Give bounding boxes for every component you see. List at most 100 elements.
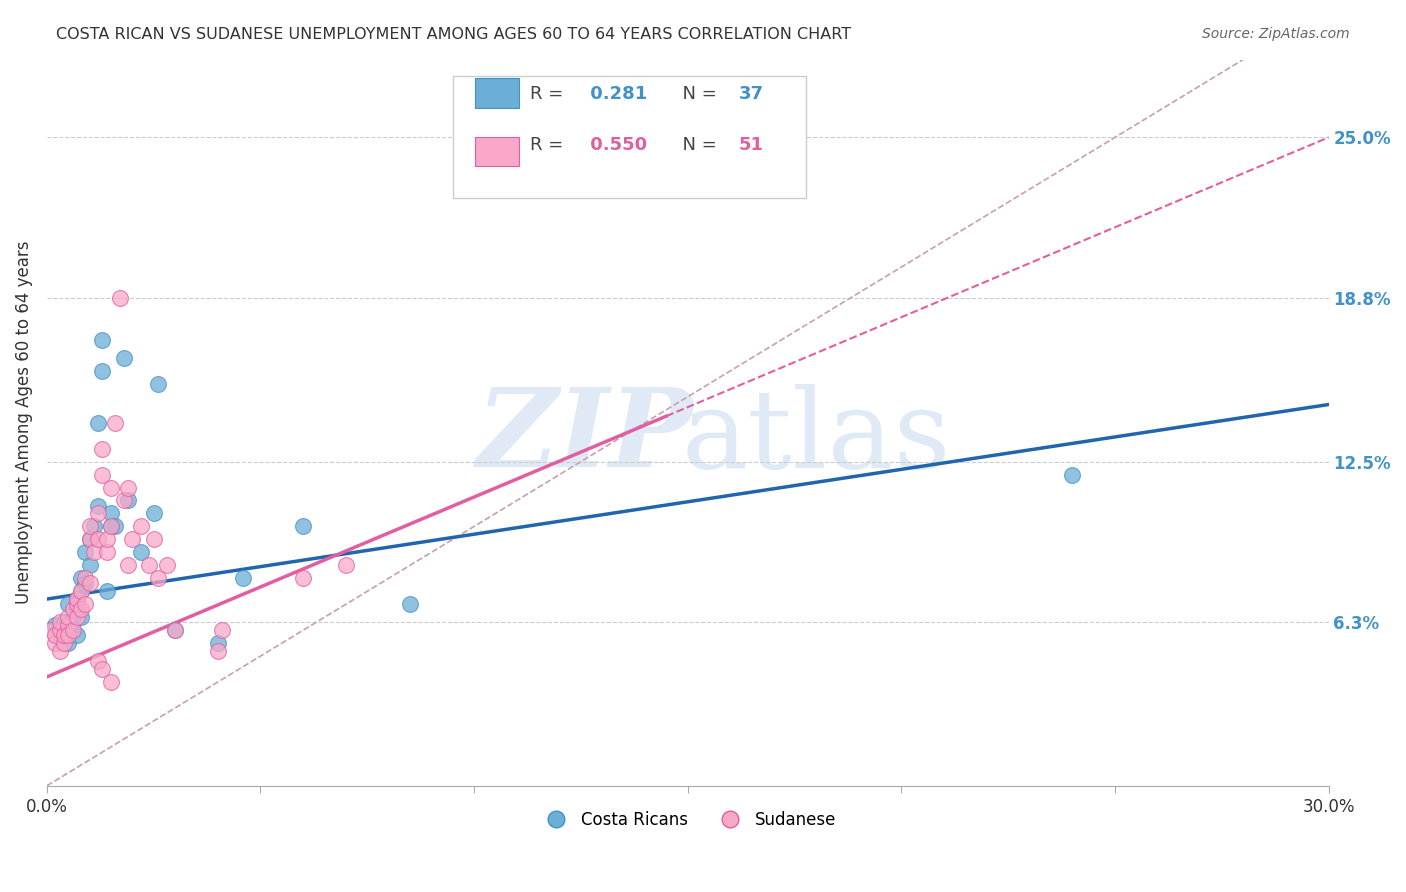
Point <box>165 623 187 637</box>
Point <box>44 628 66 642</box>
Point <box>48 623 70 637</box>
Point <box>207 636 229 650</box>
Point <box>44 618 66 632</box>
Point <box>53 636 76 650</box>
Point <box>70 571 93 585</box>
Point <box>121 533 143 547</box>
Point <box>100 519 122 533</box>
Point <box>146 571 169 585</box>
Y-axis label: Unemployment Among Ages 60 to 64 years: Unemployment Among Ages 60 to 64 years <box>15 241 32 605</box>
Point <box>165 623 187 637</box>
Point <box>53 628 76 642</box>
Text: R =: R = <box>530 136 569 153</box>
Point <box>335 558 357 573</box>
Point <box>87 654 110 668</box>
Point <box>66 610 89 624</box>
Point <box>232 571 254 585</box>
Point <box>53 615 76 630</box>
Point <box>112 493 135 508</box>
Point <box>44 636 66 650</box>
Point <box>48 628 70 642</box>
Point <box>138 558 160 573</box>
Point <box>292 519 315 533</box>
Point <box>91 364 114 378</box>
Point <box>58 636 80 650</box>
Point <box>66 592 89 607</box>
Point <box>146 376 169 391</box>
FancyBboxPatch shape <box>475 78 519 108</box>
Point <box>79 576 101 591</box>
Point <box>58 610 80 624</box>
Point <box>91 442 114 456</box>
Point <box>83 545 105 559</box>
Point <box>75 571 97 585</box>
Point <box>96 545 118 559</box>
Point <box>66 597 89 611</box>
Point <box>79 533 101 547</box>
Point <box>70 584 93 599</box>
Text: 37: 37 <box>740 85 763 103</box>
Point <box>66 628 89 642</box>
Point <box>292 571 315 585</box>
Point <box>66 592 89 607</box>
Point <box>129 519 152 533</box>
Point <box>117 481 139 495</box>
Point <box>66 602 89 616</box>
Point <box>62 623 84 637</box>
Point <box>104 416 127 430</box>
Point <box>70 610 93 624</box>
Point <box>48 644 70 658</box>
Point <box>96 584 118 599</box>
Point <box>1062 467 1084 482</box>
Point <box>87 416 110 430</box>
Text: ZIP: ZIP <box>477 384 693 491</box>
Point <box>58 628 80 642</box>
Point <box>91 662 114 676</box>
Point <box>83 519 105 533</box>
Text: 0.281: 0.281 <box>583 85 647 103</box>
Point <box>96 533 118 547</box>
Point <box>207 644 229 658</box>
Text: N =: N = <box>671 85 723 103</box>
Point <box>155 558 177 573</box>
Point <box>79 533 101 547</box>
Text: atlas: atlas <box>681 384 950 491</box>
Point <box>112 351 135 365</box>
Point <box>142 507 165 521</box>
Point <box>104 519 127 533</box>
Point <box>75 545 97 559</box>
Point <box>91 333 114 347</box>
Point <box>70 602 93 616</box>
Text: R =: R = <box>530 85 569 103</box>
Point <box>87 499 110 513</box>
FancyBboxPatch shape <box>453 76 806 197</box>
Point <box>399 597 422 611</box>
Point <box>100 507 122 521</box>
Point <box>58 597 80 611</box>
Point <box>100 675 122 690</box>
Point <box>58 618 80 632</box>
FancyBboxPatch shape <box>475 136 519 166</box>
Text: COSTA RICAN VS SUDANESE UNEMPLOYMENT AMONG AGES 60 TO 64 YEARS CORRELATION CHART: COSTA RICAN VS SUDANESE UNEMPLOYMENT AMO… <box>56 27 852 42</box>
Point <box>62 623 84 637</box>
Text: 0.550: 0.550 <box>583 136 647 153</box>
Point <box>62 602 84 616</box>
Text: 51: 51 <box>740 136 763 153</box>
Point <box>75 576 97 591</box>
Point <box>70 584 93 599</box>
Legend: Costa Ricans, Sudanese: Costa Ricans, Sudanese <box>533 805 842 836</box>
Point <box>129 545 152 559</box>
Text: N =: N = <box>671 136 723 153</box>
Point <box>48 615 70 630</box>
Point <box>108 291 131 305</box>
Point <box>100 519 122 533</box>
Point <box>117 558 139 573</box>
Text: Source: ZipAtlas.com: Source: ZipAtlas.com <box>1202 27 1350 41</box>
Point <box>87 507 110 521</box>
Point <box>39 623 62 637</box>
Point <box>91 467 114 482</box>
Point <box>211 623 233 637</box>
Point <box>100 481 122 495</box>
Point <box>75 597 97 611</box>
Point <box>117 493 139 508</box>
